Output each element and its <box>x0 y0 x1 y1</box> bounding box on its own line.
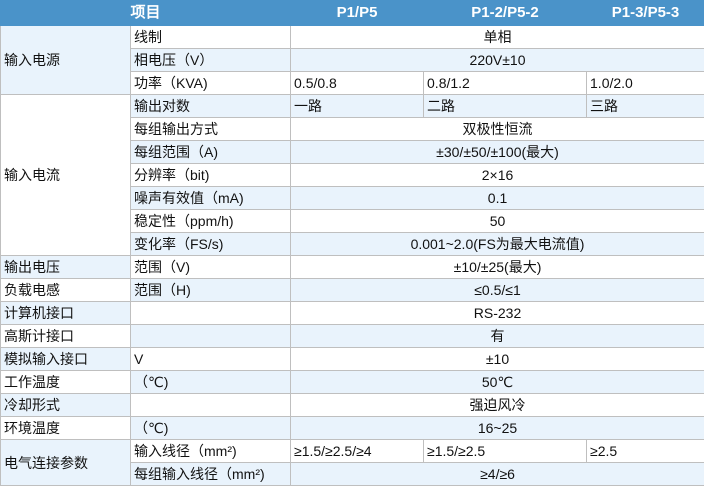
row-value: 0.1 <box>290 186 704 210</box>
table-row: 环境温度 （℃) 16~25 <box>0 416 704 440</box>
row-label: 噪声有效值（mA) <box>129 186 292 210</box>
row-label: （℃) <box>129 370 292 394</box>
table-row: 功率（KVA) 0.5/0.8 0.8/1.2 1.0/2.0 <box>1 71 704 95</box>
row-value: 2×16 <box>290 163 704 187</box>
row-value-p3: 1.0/2.0 <box>586 71 704 95</box>
row-label-empty <box>129 393 292 417</box>
row-label: 输出对数 <box>129 94 292 118</box>
group-gauss-interface: 高斯计接口 <box>0 324 131 348</box>
group-load-inductance: 负载电感 <box>0 278 131 302</box>
table-row: 输出电压 范围（V) ±10/±25(最大) <box>0 255 704 279</box>
row-value: 0.001~2.0(FS为最大电流值) <box>290 232 704 256</box>
row-value-p2: 0.8/1.2 <box>423 71 588 95</box>
row-label: 每组范围（A) <box>129 140 292 164</box>
row-label-empty <box>129 324 292 348</box>
table-row: 变化率（FS/s) 0.001~2.0(FS为最大电流值) <box>1 232 704 256</box>
row-label: 分辨率（bit) <box>129 163 292 187</box>
row-value: 单相 <box>290 25 704 49</box>
table-row: 每组范围（A) ±30/±50/±100(最大) <box>1 140 704 164</box>
row-value: ≥4/≥6 <box>290 462 704 486</box>
row-value: 双极性恒流 <box>290 117 704 141</box>
group-input-current: 输入电流 <box>0 94 131 256</box>
group-electrical: 电气连接参数 <box>0 439 131 486</box>
table-row: 高斯计接口 有 <box>0 324 704 348</box>
row-value: RS-232 <box>290 301 704 325</box>
row-value: ±10/±25(最大) <box>290 255 704 279</box>
group-cooling: 冷却形式 <box>0 393 131 417</box>
group-output-voltage: 输出电压 <box>0 255 131 279</box>
group-operating-temp: 工作温度 <box>0 370 131 394</box>
header-row: 项目 P1/P5 P1-2/P5-2 P1-3/P5-3 <box>0 0 704 26</box>
table-row: 每组输入线径（mm²) ≥4/≥6 <box>1 462 704 486</box>
row-value-p3: ≥2.5 <box>586 439 704 463</box>
row-label: 功率（KVA) <box>129 71 292 95</box>
row-value: 有 <box>290 324 704 348</box>
table-row: 每组输出方式 双极性恒流 <box>1 117 704 141</box>
row-value-p1: 一路 <box>290 94 425 118</box>
row-value-p2: 二路 <box>423 94 588 118</box>
group-ambient-temp: 环境温度 <box>0 416 131 440</box>
row-label-empty <box>129 301 292 325</box>
table-row: 噪声有效值（mA) 0.1 <box>1 186 704 210</box>
table-row: 冷却形式 强迫风冷 <box>0 393 704 417</box>
table-row: 电气连接参数 输入线径（mm²) ≥1.5/≥2.5/≥4 ≥1.5/≥2.5 … <box>0 439 704 486</box>
table-row: 输入电流 输出对数 一路 二路 三路 <box>0 94 704 256</box>
group-computer-interface: 计算机接口 <box>0 301 131 325</box>
row-label: 线制 <box>129 25 292 49</box>
row-value-p1: ≥1.5/≥2.5/≥4 <box>290 439 425 463</box>
group-analog-input: 模拟输入接口 <box>0 347 131 371</box>
row-label: 相电压（V） <box>129 48 292 72</box>
table-row: 分辨率（bit) 2×16 <box>1 163 704 187</box>
row-label: V <box>129 347 292 371</box>
row-value: ≤0.5/≤1 <box>290 278 704 302</box>
row-label: 每组输入线径（mm²) <box>129 462 292 486</box>
row-value: 220V±10 <box>290 48 704 72</box>
row-value: ±10 <box>290 347 704 371</box>
row-value-p2: ≥1.5/≥2.5 <box>423 439 588 463</box>
table-row: 计算机接口 RS-232 <box>0 301 704 325</box>
table-row: 负载电感 范围（H) ≤0.5/≤1 <box>0 278 704 302</box>
header-p1: P1/P5 <box>290 0 425 26</box>
table-row: 工作温度 （℃) 50℃ <box>0 370 704 394</box>
row-value: 50 <box>290 209 704 233</box>
header-p2: P1-2/P5-2 <box>423 0 588 26</box>
row-value: ±30/±50/±100(最大) <box>290 140 704 164</box>
row-label: 稳定性（ppm/h) <box>129 209 292 233</box>
row-value: 强迫风冷 <box>290 393 704 417</box>
row-label: 每组输出方式 <box>129 117 292 141</box>
group-input-power: 输入电源 <box>0 25 131 95</box>
header-item: 项目 <box>0 0 292 26</box>
row-value: 16~25 <box>290 416 704 440</box>
row-label: （℃) <box>129 416 292 440</box>
header-p3: P1-3/P5-3 <box>586 0 704 26</box>
row-label: 范围（H) <box>129 278 292 302</box>
row-value-p3: 三路 <box>586 94 704 118</box>
table-row: 输入电源 线制 单相 <box>0 25 704 95</box>
table-row: 模拟输入接口 V ±10 <box>0 347 704 371</box>
row-label: 变化率（FS/s) <box>129 232 292 256</box>
row-label: 输入线径（mm²) <box>129 439 292 463</box>
row-value-p1: 0.5/0.8 <box>290 71 425 95</box>
row-value: 50℃ <box>290 370 704 394</box>
row-label: 范围（V) <box>129 255 292 279</box>
